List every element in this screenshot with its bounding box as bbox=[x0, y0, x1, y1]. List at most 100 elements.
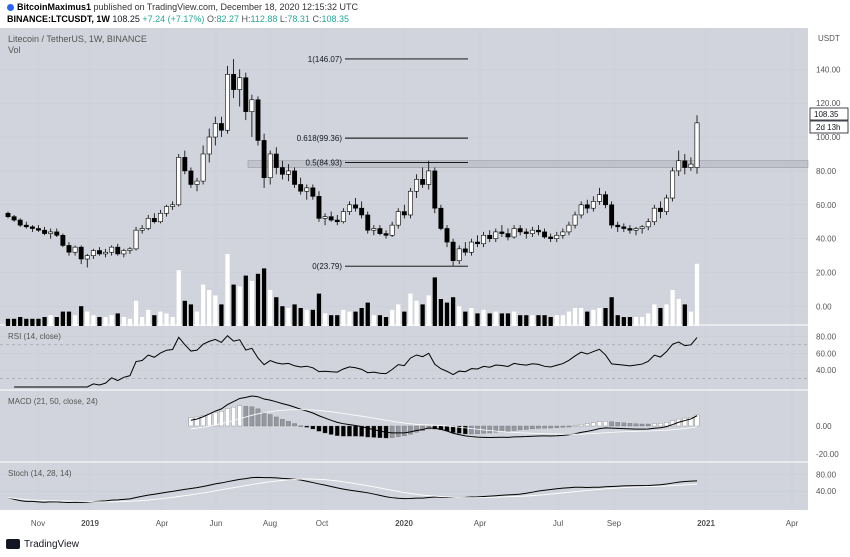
volume-bar bbox=[18, 317, 23, 326]
macd-histogram-bar bbox=[493, 425, 499, 433]
volume-bar bbox=[146, 309, 151, 326]
volume-bar bbox=[408, 293, 413, 326]
candle-down bbox=[462, 248, 468, 253]
volume-bar bbox=[560, 315, 565, 326]
volume-bar bbox=[591, 309, 596, 326]
candle-down bbox=[66, 245, 72, 253]
author-name[interactable]: BitcoinMaximus1 bbox=[17, 2, 92, 12]
macd-histogram-bar bbox=[530, 425, 535, 430]
macd-histogram-bar bbox=[609, 421, 614, 427]
candle-up bbox=[560, 231, 566, 236]
price-tick-label: 20.00 bbox=[816, 269, 837, 278]
candle-down bbox=[11, 216, 17, 221]
volume-bar bbox=[30, 318, 35, 326]
tradingview-brand[interactable]: TradingView bbox=[6, 539, 79, 550]
candle-down bbox=[255, 99, 261, 141]
tradingview-logo-icon bbox=[6, 539, 20, 550]
candle-up bbox=[389, 224, 395, 236]
volume-bar bbox=[5, 318, 11, 326]
candle-up bbox=[225, 74, 230, 131]
resistance-zone[interactable] bbox=[247, 160, 809, 168]
candle-up bbox=[688, 163, 694, 168]
candle-down bbox=[542, 231, 548, 238]
volume-bar bbox=[609, 297, 614, 326]
candle-down bbox=[401, 211, 407, 216]
volume-bar bbox=[158, 311, 163, 326]
macd-histogram-bar bbox=[280, 419, 285, 427]
macd-histogram-bar bbox=[402, 425, 407, 437]
publish-header: BitcoinMaximus1 published on TradingView… bbox=[0, 0, 850, 28]
volume-bar bbox=[371, 315, 376, 326]
brand-text: TradingView bbox=[24, 539, 80, 550]
fib-level-label: 0(23.79) bbox=[312, 262, 342, 271]
volume-bar bbox=[292, 304, 297, 326]
macd-histogram-bar bbox=[194, 416, 200, 427]
volume-bar bbox=[11, 318, 17, 326]
time-tick-label: Nov bbox=[31, 519, 45, 528]
candle-up bbox=[694, 122, 700, 168]
user-avatar-icon bbox=[7, 4, 14, 12]
volume-bar bbox=[548, 317, 553, 326]
candle-down bbox=[310, 187, 316, 197]
time-axis[interactable] bbox=[0, 510, 850, 533]
rsi-tick-label: 60.00 bbox=[816, 349, 837, 358]
candle-down bbox=[231, 74, 237, 90]
volume-bar bbox=[426, 295, 431, 326]
volume-bar bbox=[450, 297, 456, 326]
candle-up bbox=[322, 216, 328, 219]
volume-bar bbox=[603, 308, 608, 326]
candle-up bbox=[664, 197, 669, 212]
time-tick-label: Aug bbox=[263, 519, 277, 528]
chart-svg[interactable]: 1(146.07)0.618(99.36)0.5(84.93)0(23.79) … bbox=[0, 28, 850, 533]
candle-down bbox=[499, 231, 505, 234]
volume-bar bbox=[304, 309, 309, 326]
volume-bar bbox=[322, 313, 328, 326]
candle-down bbox=[383, 233, 389, 236]
macd-histogram-bar bbox=[389, 425, 395, 438]
volume-bar bbox=[60, 311, 66, 326]
volume-bar bbox=[316, 293, 322, 326]
candle-down bbox=[78, 246, 84, 260]
volume-bar bbox=[383, 317, 389, 326]
macd-histogram-bar bbox=[511, 425, 517, 431]
stoch-tick-label: 40.00 bbox=[816, 487, 837, 496]
fib-level-label: 0.618(99.36) bbox=[297, 134, 343, 143]
candle-down bbox=[475, 241, 480, 245]
volume-bar bbox=[505, 313, 511, 326]
macd-histogram-bar bbox=[560, 425, 566, 428]
volume-bar bbox=[103, 317, 108, 326]
macd-histogram-bar bbox=[237, 405, 242, 427]
volume-bar bbox=[536, 315, 541, 326]
candle-down bbox=[420, 179, 426, 185]
publish-info: BitcoinMaximus1 published on TradingView… bbox=[7, 2, 358, 12]
macd-histogram-bar bbox=[231, 406, 236, 427]
macd-histogram-bar bbox=[627, 423, 633, 427]
macd-histogram-bar bbox=[359, 425, 364, 437]
macd-histogram-bar bbox=[353, 425, 358, 437]
volume-bar bbox=[255, 273, 261, 326]
volume-bar bbox=[438, 299, 444, 326]
macd-histogram-bar bbox=[347, 425, 352, 437]
volume-bar bbox=[115, 313, 120, 326]
candle-up bbox=[481, 234, 487, 245]
time-tick-label: Apr bbox=[156, 519, 169, 528]
volume-bar bbox=[164, 313, 169, 326]
volume-bar bbox=[530, 315, 535, 326]
macd-histogram-bar bbox=[572, 425, 578, 427]
candle-down bbox=[17, 219, 23, 226]
macd-histogram-bar bbox=[341, 425, 346, 437]
candle-up bbox=[529, 229, 535, 234]
candle-up bbox=[554, 234, 560, 239]
candle-up bbox=[493, 231, 499, 239]
volume-bar bbox=[432, 277, 437, 326]
chart-area[interactable]: 1(146.07) 0.618(99.36) 0.5(84.93) 0(23.79) … bbox=[0, 28, 850, 533]
macd-histogram-bar bbox=[645, 423, 651, 427]
candle-down bbox=[603, 194, 608, 206]
volume-bar bbox=[48, 315, 53, 326]
rsi-legend: RSI (14, close) bbox=[8, 332, 61, 341]
last-price-label: 108.35 bbox=[814, 110, 839, 119]
candle-down bbox=[523, 231, 529, 234]
macd-legend: MACD (21, 50, close, 24) bbox=[8, 397, 98, 406]
stoch-k-line bbox=[7, 476, 698, 503]
volume-bar bbox=[54, 317, 59, 326]
